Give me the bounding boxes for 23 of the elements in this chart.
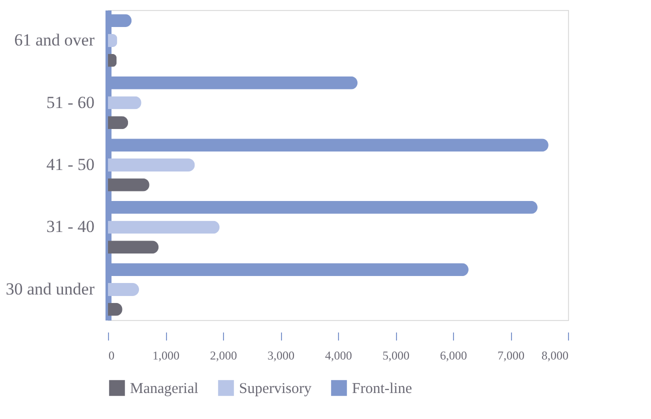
x-tick-label: 1,000 [152,348,180,362]
bar [108,96,142,110]
x-tick-label: 3,000 [268,348,294,362]
legend-label: Front-line [352,381,412,397]
x-tick-label: 6,000 [440,348,467,362]
x-tick-label: 2,000 [210,348,237,362]
legend-label: Managerial [130,381,198,397]
y-tick-label: 41 - 50 [46,155,94,174]
bar [108,158,195,172]
bar [108,283,140,296]
x-tick-label: 4,000 [325,348,352,362]
bar [108,220,220,234]
x-tick-label: 8,000 [542,348,568,362]
x-tick-label: 5,000 [382,348,410,362]
bar [108,178,150,192]
y-tick-label: 31 - 40 [46,217,94,236]
x-tick-label: 7,000 [498,348,524,362]
y-tick-label: 30 and under [6,280,95,298]
y-tick-label: 61 and over [14,30,95,50]
x-tick-label: 0 [108,348,114,362]
bar [108,240,159,254]
y-tick-label: 51 - 60 [46,92,94,112]
legend-label: Supervisory [239,381,312,397]
